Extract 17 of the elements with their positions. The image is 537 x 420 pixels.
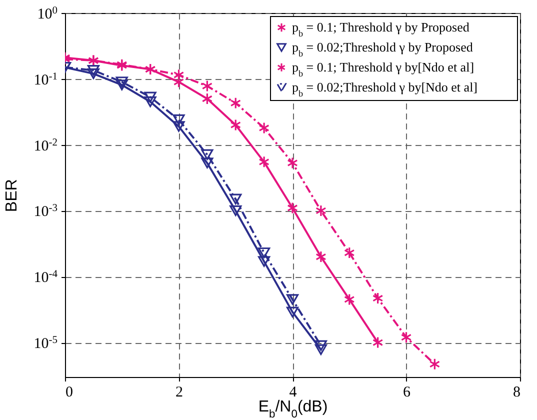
y-tick-label: 10$^{-4}$	[34, 268, 58, 286]
x-tick-label: 8	[513, 384, 520, 400]
legend-label: p$_{b}$ = 0.02;Threshold γ by Proposed	[292, 40, 474, 58]
x-tick-label: 0	[66, 384, 73, 400]
y-tick-label: 10$^{-2}$	[34, 136, 58, 154]
legend-label: p$_{b}$ = 0.1; Threshold γ by[Ndo et al]	[292, 60, 474, 78]
y-tick-label: 10$^{-1}$	[34, 70, 58, 88]
x-tick-label: 6	[403, 384, 411, 400]
y-tick-label: 10$^{-5}$	[34, 334, 58, 352]
y-tick-label: 10$^{-3}$	[34, 202, 58, 220]
x-tick-label: 2	[176, 384, 183, 400]
x-tick-label: 4	[289, 384, 298, 400]
x-axis-title: E$_{b}$/N$_{0}$(dB)	[258, 398, 328, 420]
legend-label: p$_{b}$ = 0.1; Threshold γ by Proposed	[292, 20, 470, 38]
legend-label: p$_{b}$ = 0.02;Threshold γ by[Ndo et al]	[292, 80, 478, 98]
y-tick-label: 10$^{0}$	[37, 5, 58, 22]
y-axis-title: BER	[4, 179, 20, 212]
